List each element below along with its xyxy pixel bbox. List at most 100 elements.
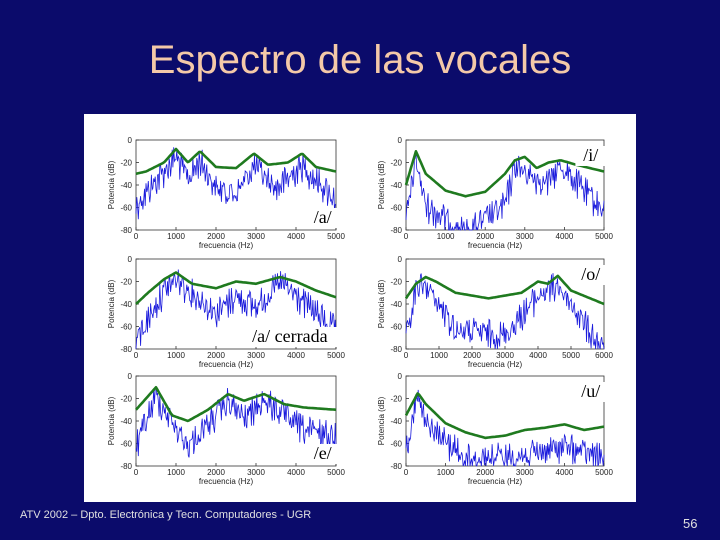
vowel-label: /e/ (314, 443, 332, 463)
y-tick-label: -20 (120, 395, 132, 404)
x-axis-label: frecuencia (Hz) (468, 241, 523, 250)
y-tick-label: -40 (120, 181, 132, 190)
vowel-label-box (575, 382, 606, 402)
x-tick-label: 1000 (430, 351, 448, 360)
slide-footer: ATV 2002 – Dpto. Electrónica y Tecn. Com… (20, 509, 312, 521)
x-tick-label: 5000 (595, 232, 613, 241)
y-axis-label: Potencia (dB) (107, 396, 116, 445)
x-tick-label: 4000 (529, 351, 547, 360)
spectrum-panel: 0 1000 2000 3000 4000 5000 0 -20 -40 -60 -80 frecue… (107, 255, 345, 369)
x-tick-label: 2000 (463, 351, 481, 360)
vowel-label-box (307, 444, 338, 464)
x-tick-label: 4000 (287, 232, 305, 241)
y-tick-label: -20 (390, 395, 402, 404)
x-axis-label: frecuencia (Hz) (199, 477, 254, 486)
vowel-label-box (575, 265, 606, 285)
y-tick-label: -40 (390, 300, 402, 309)
vowel-label-box (575, 146, 606, 166)
spectrum-panel: 0 1000 2000 3000 4000 5000 0 -20 -40 -60 -80 frecue… (377, 372, 613, 486)
vowel-label-box (307, 208, 338, 228)
y-tick-label: -80 (120, 462, 132, 471)
x-tick-label: 0 (134, 468, 139, 477)
x-tick-label: 1000 (167, 468, 185, 477)
x-tick-label: 0 (404, 468, 409, 477)
y-axis-label: Potencia (dB) (377, 279, 386, 328)
y-tick-label: 0 (398, 136, 403, 145)
x-tick-label: 3000 (516, 232, 534, 241)
slide-title: Espectro de las vocales (148, 38, 572, 82)
x-tick-label: 4000 (287, 351, 305, 360)
envelope-line (135, 271, 337, 305)
y-tick-label: -80 (390, 462, 402, 471)
x-tick-label: 4000 (556, 468, 574, 477)
x-axis-label: frecuencia (Hz) (199, 241, 254, 250)
x-tick-label: 6000 (595, 351, 613, 360)
y-tick-label: -40 (120, 300, 132, 309)
x-tick-label: 0 (404, 232, 409, 241)
x-tick-label: 2000 (207, 468, 225, 477)
envelope-line (135, 386, 337, 423)
y-axis-label: Potencia (dB) (377, 160, 386, 209)
spectrum-line (405, 389, 605, 467)
y-tick-label: -60 (390, 323, 402, 332)
x-tick-label: 3000 (496, 351, 514, 360)
y-tick-label: 0 (128, 372, 133, 381)
spectrum-line (135, 147, 337, 220)
plot-frame (135, 375, 337, 467)
x-tick-label: 5000 (327, 232, 345, 241)
y-tick-label: 0 (398, 372, 403, 381)
spectrum-line (405, 151, 605, 231)
y-axis-label: Potencia (dB) (107, 160, 116, 209)
x-tick-label: 5000 (327, 468, 345, 477)
vowel-label: /a/ cerrada (252, 326, 327, 346)
x-axis-label: frecuencia (Hz) (468, 360, 523, 369)
vowel-label-box (241, 327, 338, 347)
y-tick-label: 0 (398, 255, 403, 264)
spectra-svg: 0 1000 2000 3000 4000 5000 0 -20 -40 -60 -80 frecue… (107, 136, 613, 486)
x-tick-label: 3000 (247, 232, 265, 241)
x-axis-label: frecuencia (Hz) (468, 477, 523, 486)
x-tick-label: 2000 (476, 468, 494, 477)
y-tick-label: 0 (128, 136, 133, 145)
spectrum-panel: 0 1000 2000 3000 4000 5000 0 -20 -40 -60 -80 frecue… (107, 136, 345, 250)
plot-frame (405, 139, 605, 231)
envelope-line (404, 150, 605, 198)
y-axis-label: Potencia (dB) (107, 279, 116, 328)
y-tick-label: -60 (390, 440, 402, 449)
vowel-label: /o/ (581, 264, 600, 284)
x-tick-label: 2000 (476, 232, 494, 241)
x-axis-label: frecuencia (Hz) (199, 360, 254, 369)
x-tick-label: 2000 (207, 351, 225, 360)
spectrum-panel: 0 1000 2000 3000 4000 5000 0 -20 -40 -60 -80 frecue… (377, 136, 613, 250)
y-tick-label: -60 (120, 440, 132, 449)
y-tick-label: -40 (120, 417, 132, 426)
y-tick-label: -40 (390, 181, 402, 190)
page-number: 56 (683, 516, 698, 531)
x-tick-label: 1000 (437, 468, 455, 477)
y-tick-label: -40 (390, 417, 402, 426)
x-tick-label: 4000 (556, 232, 574, 241)
x-tick-label: 0 (404, 351, 409, 360)
x-tick-label: 2000 (207, 232, 225, 241)
y-tick-label: -80 (390, 226, 402, 235)
y-tick-label: -20 (390, 159, 402, 168)
x-tick-label: 5000 (595, 468, 613, 477)
x-tick-label: 1000 (167, 232, 185, 241)
envelope-line (404, 392, 605, 440)
x-tick-label: 3000 (516, 468, 534, 477)
y-tick-label: -60 (120, 204, 132, 213)
x-tick-label: 0 (134, 351, 139, 360)
x-tick-label: 0 (134, 232, 139, 241)
vowel-label: /a/ (314, 207, 332, 227)
plot-frame (135, 139, 337, 231)
spectra-figure: 0 1000 2000 3000 4000 5000 0 -20 -40 -60 -80 frecue… (84, 114, 636, 502)
y-tick-label: -60 (390, 204, 402, 213)
x-tick-label: 3000 (247, 351, 265, 360)
y-tick-label: -80 (120, 226, 132, 235)
x-tick-label: 5000 (327, 351, 345, 360)
spectrum-line (405, 273, 605, 350)
y-axis-label: Potencia (dB) (377, 396, 386, 445)
y-tick-label: 0 (128, 255, 133, 264)
y-tick-label: -20 (390, 278, 402, 287)
y-tick-label: -80 (390, 345, 402, 354)
